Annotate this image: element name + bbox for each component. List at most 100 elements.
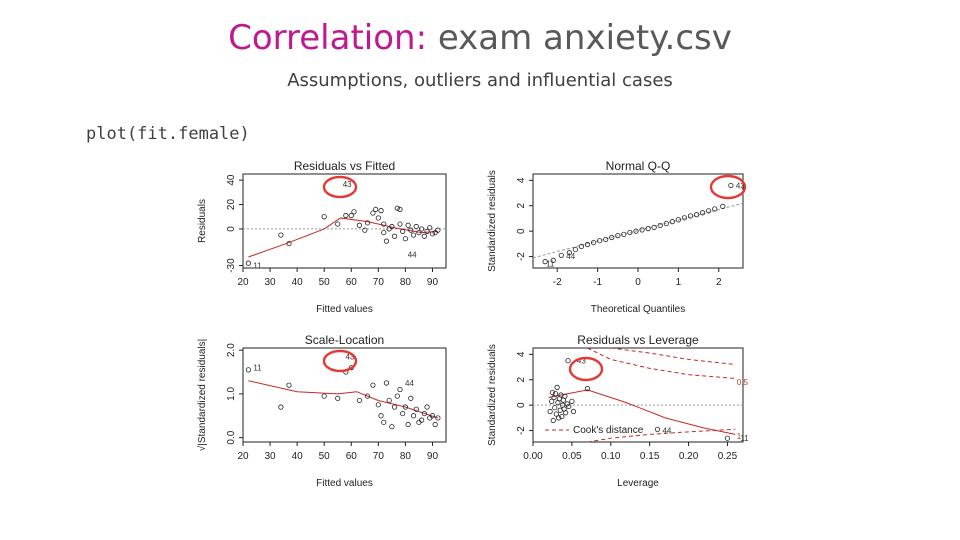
y-tick-label: 0: [516, 228, 527, 234]
x-tick-label: 90: [427, 451, 439, 462]
x-tick-label: 50: [319, 277, 331, 288]
data-point: [432, 421, 438, 428]
data-point: [383, 380, 390, 386]
x-tick-label: 0.15: [640, 451, 660, 462]
data-point: [410, 232, 417, 238]
y-tick-label: 4: [516, 177, 527, 183]
outlier-highlight-oval: [322, 349, 358, 373]
x-tick-label: 40: [292, 277, 304, 288]
data-point: [397, 206, 403, 213]
data-point: [245, 367, 252, 373]
data-point: [559, 413, 565, 420]
y-axis-label: Standardized residuals: [487, 170, 498, 272]
data-point: [706, 208, 712, 214]
data-point: [343, 212, 349, 219]
plot-panel-2: Normal Q-Q Theoretical Quantiles Standardi…: [487, 159, 745, 315]
data-point: [429, 231, 436, 237]
point-label: 44: [566, 252, 575, 261]
data-point: [712, 206, 718, 212]
data-point: [421, 233, 427, 239]
x-tick-label: 60: [346, 277, 358, 288]
data-point: [550, 257, 556, 263]
data-point: [615, 233, 621, 239]
plot-panel-4: Residuals vs Leverage Leverage Standardize…: [487, 333, 749, 489]
x-tick-label: 70: [373, 277, 385, 288]
data-point: [562, 393, 568, 399]
point-label: 11: [740, 434, 749, 443]
x-axis-label: Leverage: [617, 478, 659, 489]
data-point: [675, 217, 681, 223]
point-label: 44: [662, 427, 671, 436]
data-point: [245, 260, 252, 266]
point-label: 43: [577, 357, 586, 366]
x-tick-label: 90: [427, 277, 439, 288]
plot-title: Scale-Location: [305, 333, 384, 347]
cooks-distance-upper: [587, 347, 736, 379]
data-point: [351, 209, 357, 215]
data-point: [435, 227, 441, 233]
data-point: [556, 415, 562, 421]
data-point: [621, 231, 627, 237]
smoother-line: [248, 380, 439, 419]
data-point: [590, 239, 597, 246]
data-point: [400, 410, 406, 417]
x-tick-label: 70: [373, 451, 385, 462]
cooks-distance-upper-outer: [610, 347, 736, 366]
x-tick-label: -2: [553, 277, 562, 288]
data-point: [419, 226, 425, 232]
data-point: [597, 238, 603, 244]
y-axis-label: Residuals: [197, 199, 208, 243]
data-point: [633, 228, 639, 234]
data-point: [278, 404, 284, 410]
data-point: [566, 250, 572, 256]
data-point: [564, 401, 570, 407]
point-label: 44: [408, 251, 417, 260]
slide-title: Correlation: exam anxiety.csv: [0, 16, 960, 60]
data-point: [552, 405, 558, 411]
legend-label: Cook's distance: [573, 425, 644, 436]
data-point: [424, 404, 430, 410]
x-tick-label: 0.10: [601, 451, 621, 462]
point-label: 11: [546, 260, 555, 269]
data-point: [335, 395, 341, 401]
data-point: [356, 222, 362, 228]
cooks-distance-lower: [587, 428, 736, 443]
data-point: [663, 220, 669, 227]
point-label: 43: [345, 353, 354, 362]
data-point: [435, 415, 441, 421]
data-point: [402, 236, 408, 242]
x-axis-label: Fitted values: [316, 478, 373, 489]
data-point: [553, 411, 559, 417]
y-tick-label: -30: [226, 258, 237, 273]
data-point: [391, 404, 398, 410]
data-point: [286, 382, 292, 388]
data-point: [370, 382, 376, 388]
data-point: [408, 395, 414, 401]
data-point: [566, 403, 572, 410]
data-point: [410, 413, 417, 419]
data-point: [720, 203, 726, 209]
data-point: [373, 206, 379, 213]
y-axis-label: Standardized residuals: [487, 344, 498, 446]
data-point: [364, 393, 371, 399]
plot-title: Normal Q-Q: [606, 159, 671, 173]
data-point: [603, 236, 609, 243]
x-axis-label: Theoretical Quantiles: [591, 304, 686, 315]
data-point: [391, 233, 398, 239]
data-point: [627, 229, 633, 236]
data-point: [378, 413, 384, 419]
y-tick-label: 0.0: [226, 430, 237, 444]
data-point: [402, 404, 408, 410]
y-tick-label: 2: [516, 377, 527, 383]
data-point: [554, 384, 560, 390]
data-point: [405, 421, 411, 428]
x-tick-label: 0.00: [523, 451, 543, 462]
slide-subtitle: Assumptions, outliers and influential ca…: [287, 70, 673, 91]
y-tick-label: 40: [226, 174, 237, 186]
data-point: [693, 212, 700, 218]
data-point: [378, 208, 384, 214]
data-point: [681, 215, 688, 221]
x-tick-label: 20: [237, 277, 249, 288]
data-point: [549, 398, 555, 404]
data-point: [669, 219, 675, 225]
